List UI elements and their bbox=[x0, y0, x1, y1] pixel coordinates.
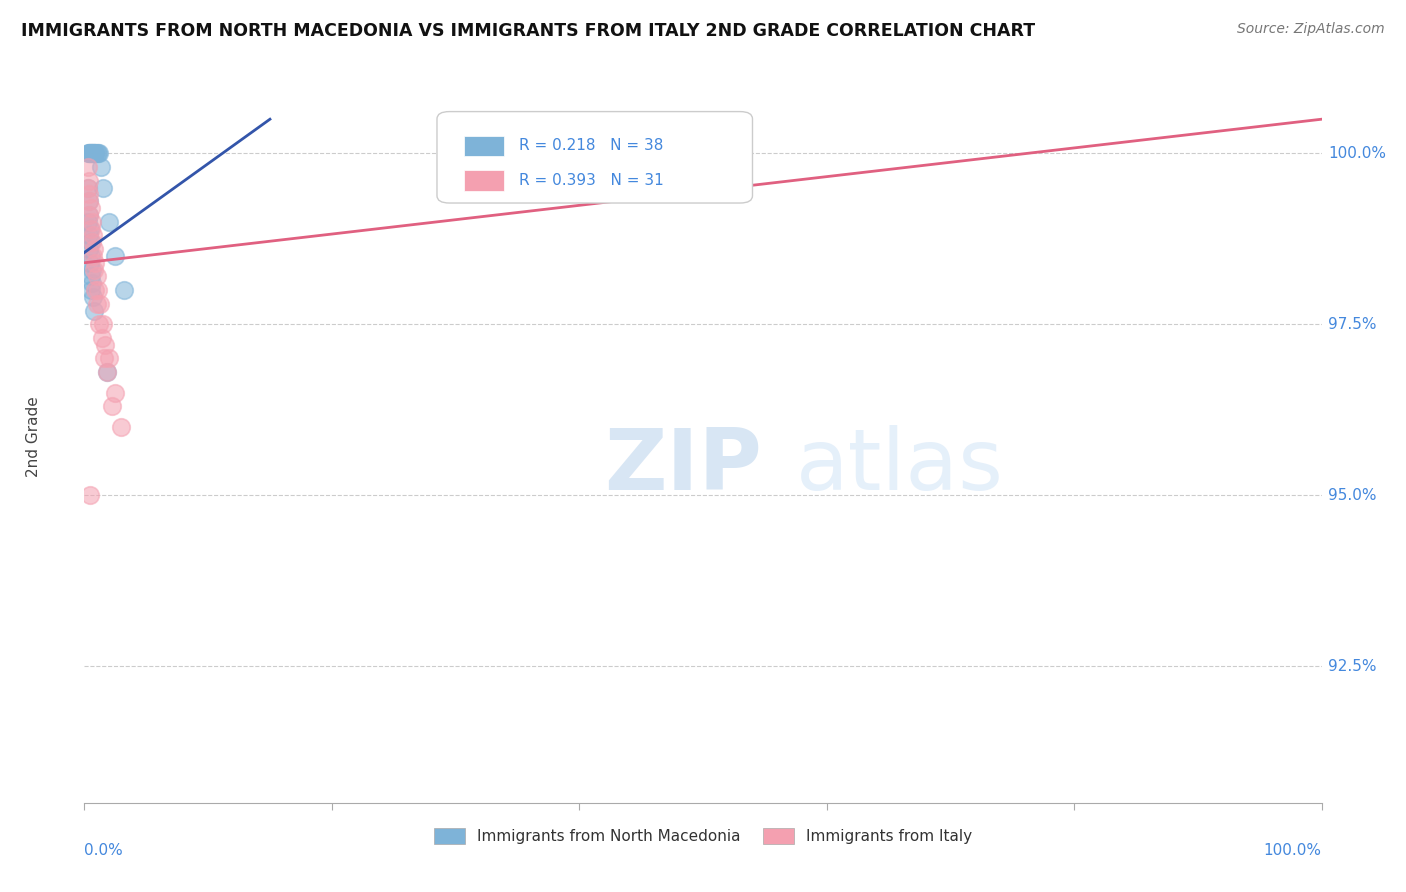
Point bbox=[77, 160, 100, 174]
Text: 0.0%: 0.0% bbox=[84, 843, 124, 858]
Text: R = 0.218   N = 38: R = 0.218 N = 38 bbox=[519, 138, 664, 153]
Point bbox=[82, 228, 104, 243]
Point bbox=[80, 146, 103, 161]
Point bbox=[83, 242, 105, 256]
Point bbox=[86, 297, 108, 311]
Point bbox=[77, 194, 100, 209]
Point bbox=[80, 249, 103, 263]
Point bbox=[82, 146, 104, 161]
Point bbox=[79, 221, 101, 235]
Point bbox=[87, 146, 110, 161]
Text: ZIP: ZIP bbox=[605, 425, 762, 508]
Point bbox=[79, 242, 101, 256]
Point bbox=[79, 201, 101, 215]
Text: 92.5%: 92.5% bbox=[1327, 658, 1376, 673]
Point bbox=[84, 283, 107, 297]
Point bbox=[79, 187, 101, 202]
Point bbox=[77, 174, 100, 188]
Point bbox=[84, 146, 107, 161]
Point bbox=[79, 256, 101, 270]
Point bbox=[79, 208, 101, 222]
Point bbox=[94, 338, 117, 352]
Point bbox=[100, 400, 122, 414]
Point bbox=[77, 194, 100, 209]
Text: 2nd Grade: 2nd Grade bbox=[27, 397, 41, 477]
Point bbox=[79, 221, 101, 235]
Point bbox=[79, 146, 101, 161]
Point bbox=[77, 180, 100, 194]
Point bbox=[79, 146, 101, 161]
Point bbox=[77, 146, 100, 161]
Point bbox=[84, 256, 107, 270]
Text: IMMIGRANTS FROM NORTH MACEDONIA VS IMMIGRANTS FROM ITALY 2ND GRADE CORRELATION C: IMMIGRANTS FROM NORTH MACEDONIA VS IMMIG… bbox=[21, 22, 1035, 40]
Text: 100.0%: 100.0% bbox=[1264, 843, 1322, 858]
Point bbox=[91, 180, 114, 194]
Point bbox=[82, 277, 104, 291]
Point bbox=[89, 297, 111, 311]
Point bbox=[82, 249, 104, 263]
Point bbox=[80, 262, 103, 277]
Point bbox=[77, 215, 100, 229]
Point bbox=[79, 488, 101, 502]
Point bbox=[96, 365, 118, 379]
Point bbox=[93, 351, 115, 366]
Point bbox=[86, 146, 108, 161]
Text: Source: ZipAtlas.com: Source: ZipAtlas.com bbox=[1237, 22, 1385, 37]
Point bbox=[83, 146, 105, 161]
Point bbox=[83, 303, 105, 318]
Point bbox=[79, 269, 101, 284]
Point bbox=[77, 180, 100, 194]
FancyBboxPatch shape bbox=[437, 112, 752, 203]
Point bbox=[87, 283, 110, 297]
Point bbox=[98, 215, 121, 229]
Point bbox=[104, 249, 127, 263]
Point bbox=[104, 385, 127, 400]
Point bbox=[77, 146, 100, 161]
Point bbox=[80, 283, 103, 297]
Point bbox=[89, 146, 111, 161]
Point bbox=[77, 228, 100, 243]
Point bbox=[83, 146, 105, 161]
Point bbox=[83, 262, 105, 277]
Point bbox=[91, 318, 114, 332]
Text: R = 0.393   N = 31: R = 0.393 N = 31 bbox=[519, 173, 664, 188]
Point bbox=[82, 146, 104, 161]
Point bbox=[90, 331, 112, 345]
Point bbox=[98, 351, 121, 366]
Point bbox=[79, 146, 101, 161]
Text: atlas: atlas bbox=[796, 425, 1004, 508]
Point bbox=[80, 146, 103, 161]
Point bbox=[90, 160, 112, 174]
Text: 97.5%: 97.5% bbox=[1327, 317, 1376, 332]
Point bbox=[79, 208, 101, 222]
Point bbox=[96, 365, 118, 379]
Point bbox=[112, 283, 135, 297]
Text: 100.0%: 100.0% bbox=[1327, 146, 1386, 161]
Bar bbox=[464, 170, 503, 191]
Point bbox=[80, 235, 103, 250]
Text: 95.0%: 95.0% bbox=[1327, 488, 1376, 503]
Legend: Immigrants from North Macedonia, Immigrants from Italy: Immigrants from North Macedonia, Immigra… bbox=[427, 822, 979, 850]
Point bbox=[89, 318, 111, 332]
Point bbox=[80, 215, 103, 229]
Point bbox=[86, 269, 108, 284]
Point bbox=[82, 290, 104, 304]
Point bbox=[110, 420, 132, 434]
Bar bbox=[464, 136, 503, 156]
Point bbox=[79, 235, 101, 250]
Point bbox=[83, 146, 105, 161]
